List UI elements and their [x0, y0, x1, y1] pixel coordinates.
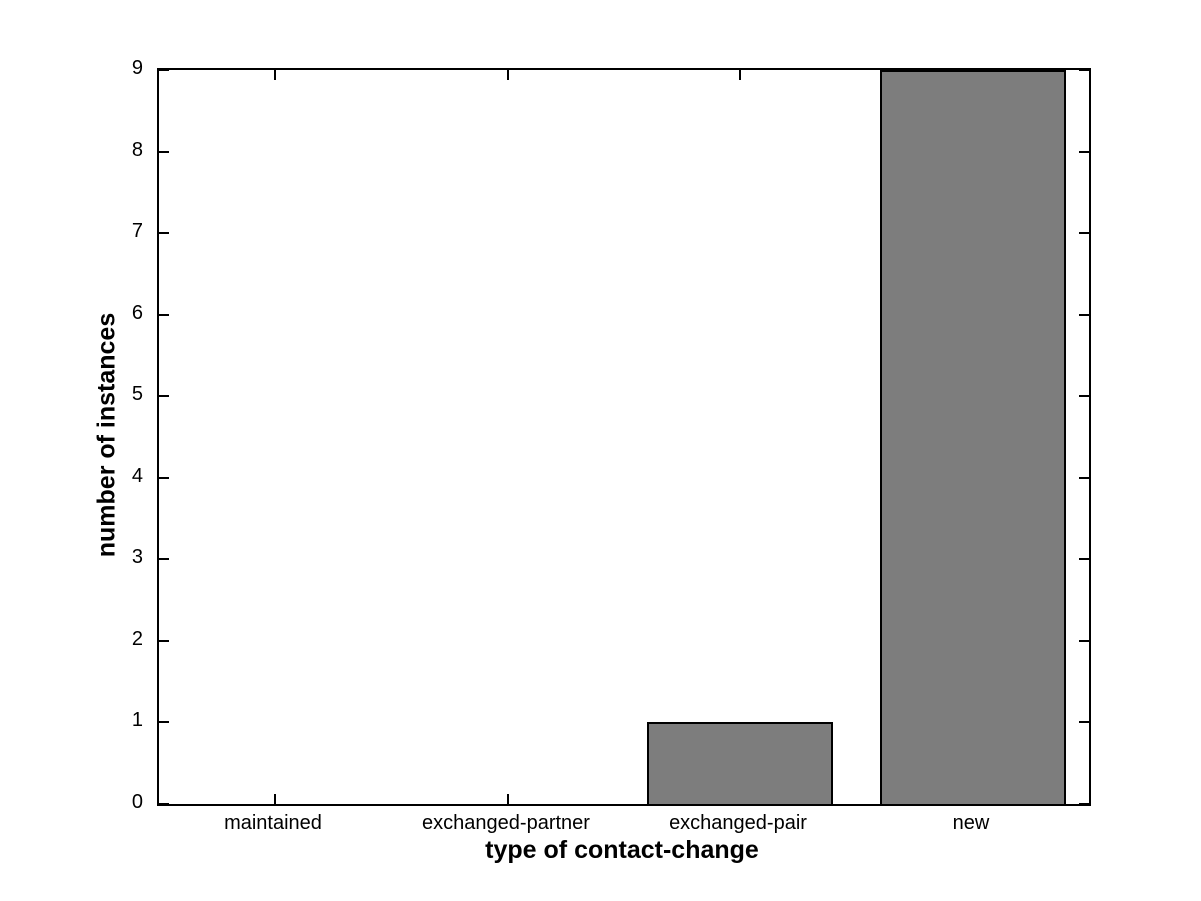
- y-tick-right: [1079, 558, 1089, 561]
- x-tick-top: [506, 70, 509, 80]
- y-tick-left: [159, 313, 169, 316]
- x-tick-label: exchanged-partner: [422, 812, 590, 834]
- y-tick-right: [1079, 313, 1089, 316]
- y-tick-left: [159, 721, 169, 724]
- x-tick-bottom: [506, 794, 509, 804]
- y-tick-label: 6: [131, 302, 143, 324]
- y-tick-label: 0: [131, 791, 143, 813]
- plot-area: [157, 68, 1091, 806]
- x-tick-top: [739, 70, 742, 80]
- y-tick-label: 2: [131, 628, 143, 650]
- y-tick-right: [1079, 476, 1089, 479]
- bar: [647, 722, 834, 804]
- y-tick-right: [1079, 721, 1089, 724]
- y-tick-right: [1079, 639, 1089, 642]
- y-tick-label: 5: [131, 383, 143, 405]
- x-tick-label: exchanged-pair: [669, 812, 807, 834]
- y-tick-left: [159, 476, 169, 479]
- x-tick-label: maintained: [224, 812, 322, 834]
- x-tick-bottom: [274, 794, 277, 804]
- y-tick-right: [1079, 395, 1089, 398]
- y-tick-right: [1079, 232, 1089, 235]
- y-tick-label: 9: [131, 57, 143, 79]
- y-tick-left: [159, 639, 169, 642]
- y-tick-left: [159, 232, 169, 235]
- y-tick-label: 4: [131, 465, 143, 487]
- y-tick-left: [159, 803, 169, 805]
- y-tick-label: 7: [131, 220, 143, 242]
- y-tick-label: 1: [131, 709, 143, 731]
- y-tick-label: 3: [131, 546, 143, 568]
- x-axis-label: type of contact-change: [485, 836, 759, 864]
- y-axis-label: number of instances: [92, 312, 121, 558]
- x-tick-label: new: [952, 812, 990, 834]
- y-tick-left: [159, 558, 169, 561]
- y-tick-left: [159, 150, 169, 153]
- y-tick-right: [1079, 803, 1089, 805]
- y-tick-right: [1079, 150, 1089, 153]
- y-tick-right: [1079, 69, 1089, 71]
- x-tick-top: [274, 70, 277, 80]
- bar: [879, 70, 1066, 804]
- y-tick-left: [159, 69, 169, 71]
- y-tick-label: 8: [131, 139, 143, 161]
- y-tick-left: [159, 395, 169, 398]
